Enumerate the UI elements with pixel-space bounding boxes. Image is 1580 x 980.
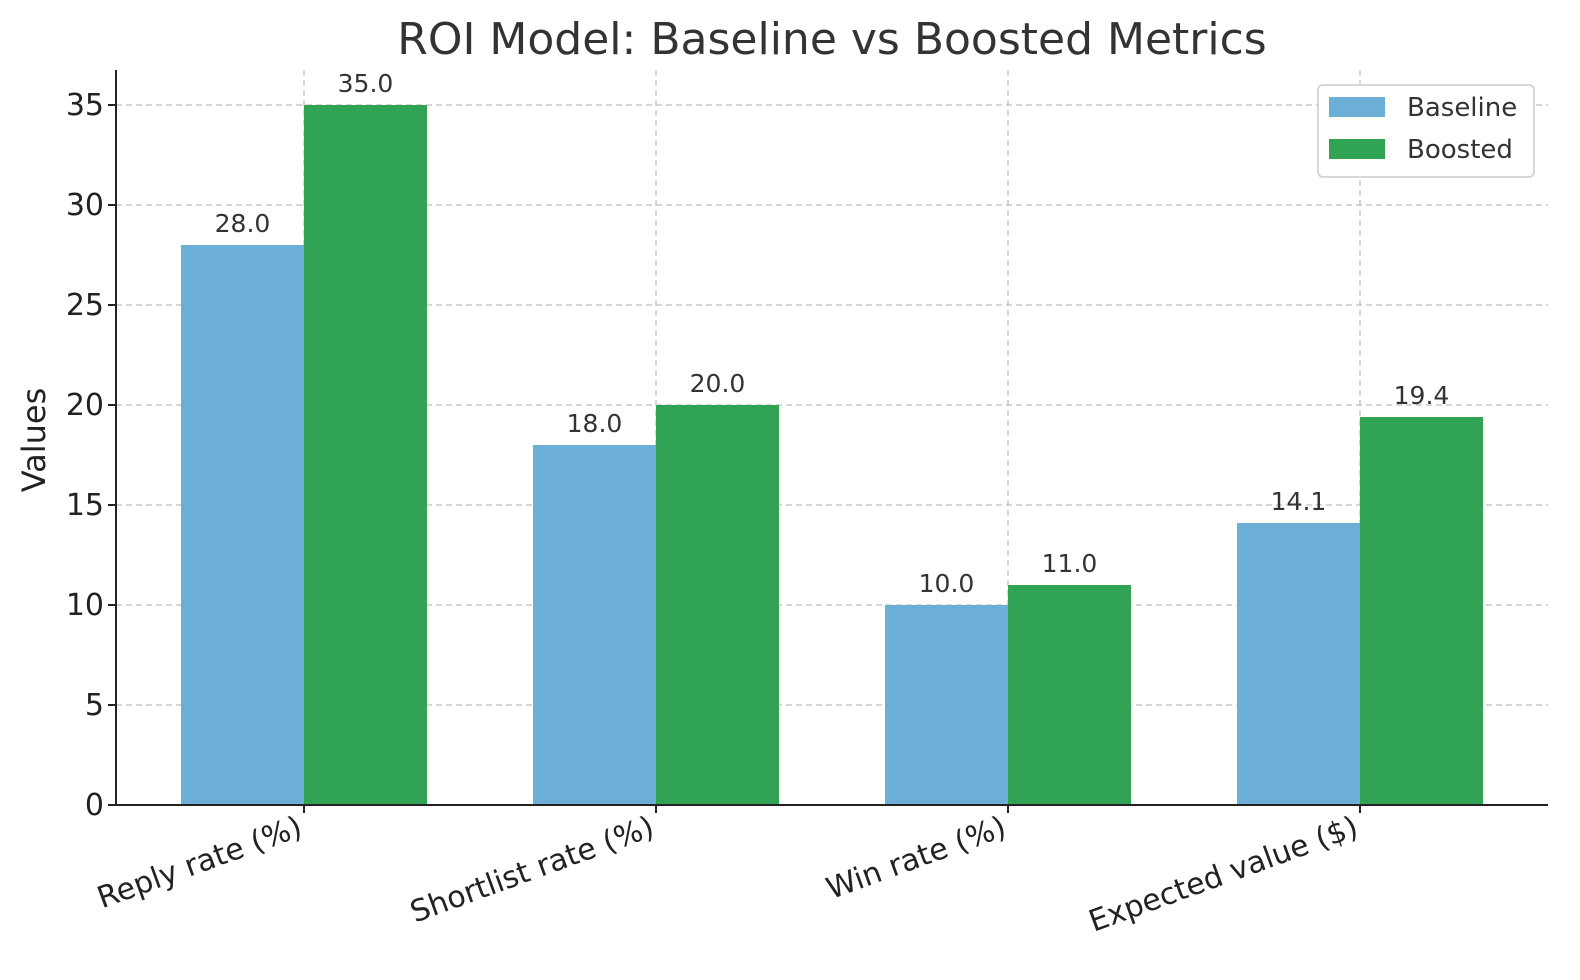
y-tick-label: 5 [85,688,104,723]
value-labels-layer: 28.0 18.0 10.0 14.1 35.0 20.0 11.0 19.4 [215,69,1450,598]
x-tick-label: Reply rate (%) [93,810,307,916]
chart-title: ROI Model: Baseline vs Boosted Metrics [397,14,1266,65]
bar-baseline [533,445,656,805]
legend-label-baseline: Baseline [1407,93,1517,123]
x-tick-label: Expected value ($) [1084,810,1362,940]
bar-value-label: 18.0 [567,409,623,438]
bar-baseline [181,245,304,805]
bar-boosted [656,405,779,805]
legend: Baseline Boosted [1317,84,1535,178]
bar-baseline [1237,523,1360,805]
legend-swatch-baseline [1329,97,1385,117]
y-tick-label: 0 [85,788,104,823]
y-tick-label: 30 [66,188,104,223]
legend-label-boosted: Boosted [1407,135,1513,165]
y-tick-label: 20 [66,388,104,423]
legend-swatch-boosted [1329,139,1385,159]
bar-baseline [885,605,1008,805]
bar-value-label: 28.0 [215,209,271,238]
x-tick-label: Shortlist rate (%) [406,810,659,931]
bar-boosted [304,105,427,805]
y-tick-label: 35 [66,88,104,123]
bar-value-label: 19.4 [1394,381,1450,410]
x-tick-label: Win rate (%) [822,810,1011,907]
y-axis-label: Values [15,388,53,493]
y-tick-label: 25 [66,288,104,323]
bar-value-label: 35.0 [338,69,394,98]
bar-value-label: 11.0 [1042,549,1098,578]
bar-value-label: 14.1 [1271,487,1327,516]
bar-value-label: 10.0 [919,569,975,598]
y-tick-label: 10 [66,588,104,623]
bar-value-label: 20.0 [690,369,746,398]
y-tick-label: 15 [66,488,104,523]
bars-layer [181,105,1483,805]
bar-boosted [1008,585,1131,805]
bar-boosted [1360,417,1483,805]
axes-layer [115,70,1548,806]
